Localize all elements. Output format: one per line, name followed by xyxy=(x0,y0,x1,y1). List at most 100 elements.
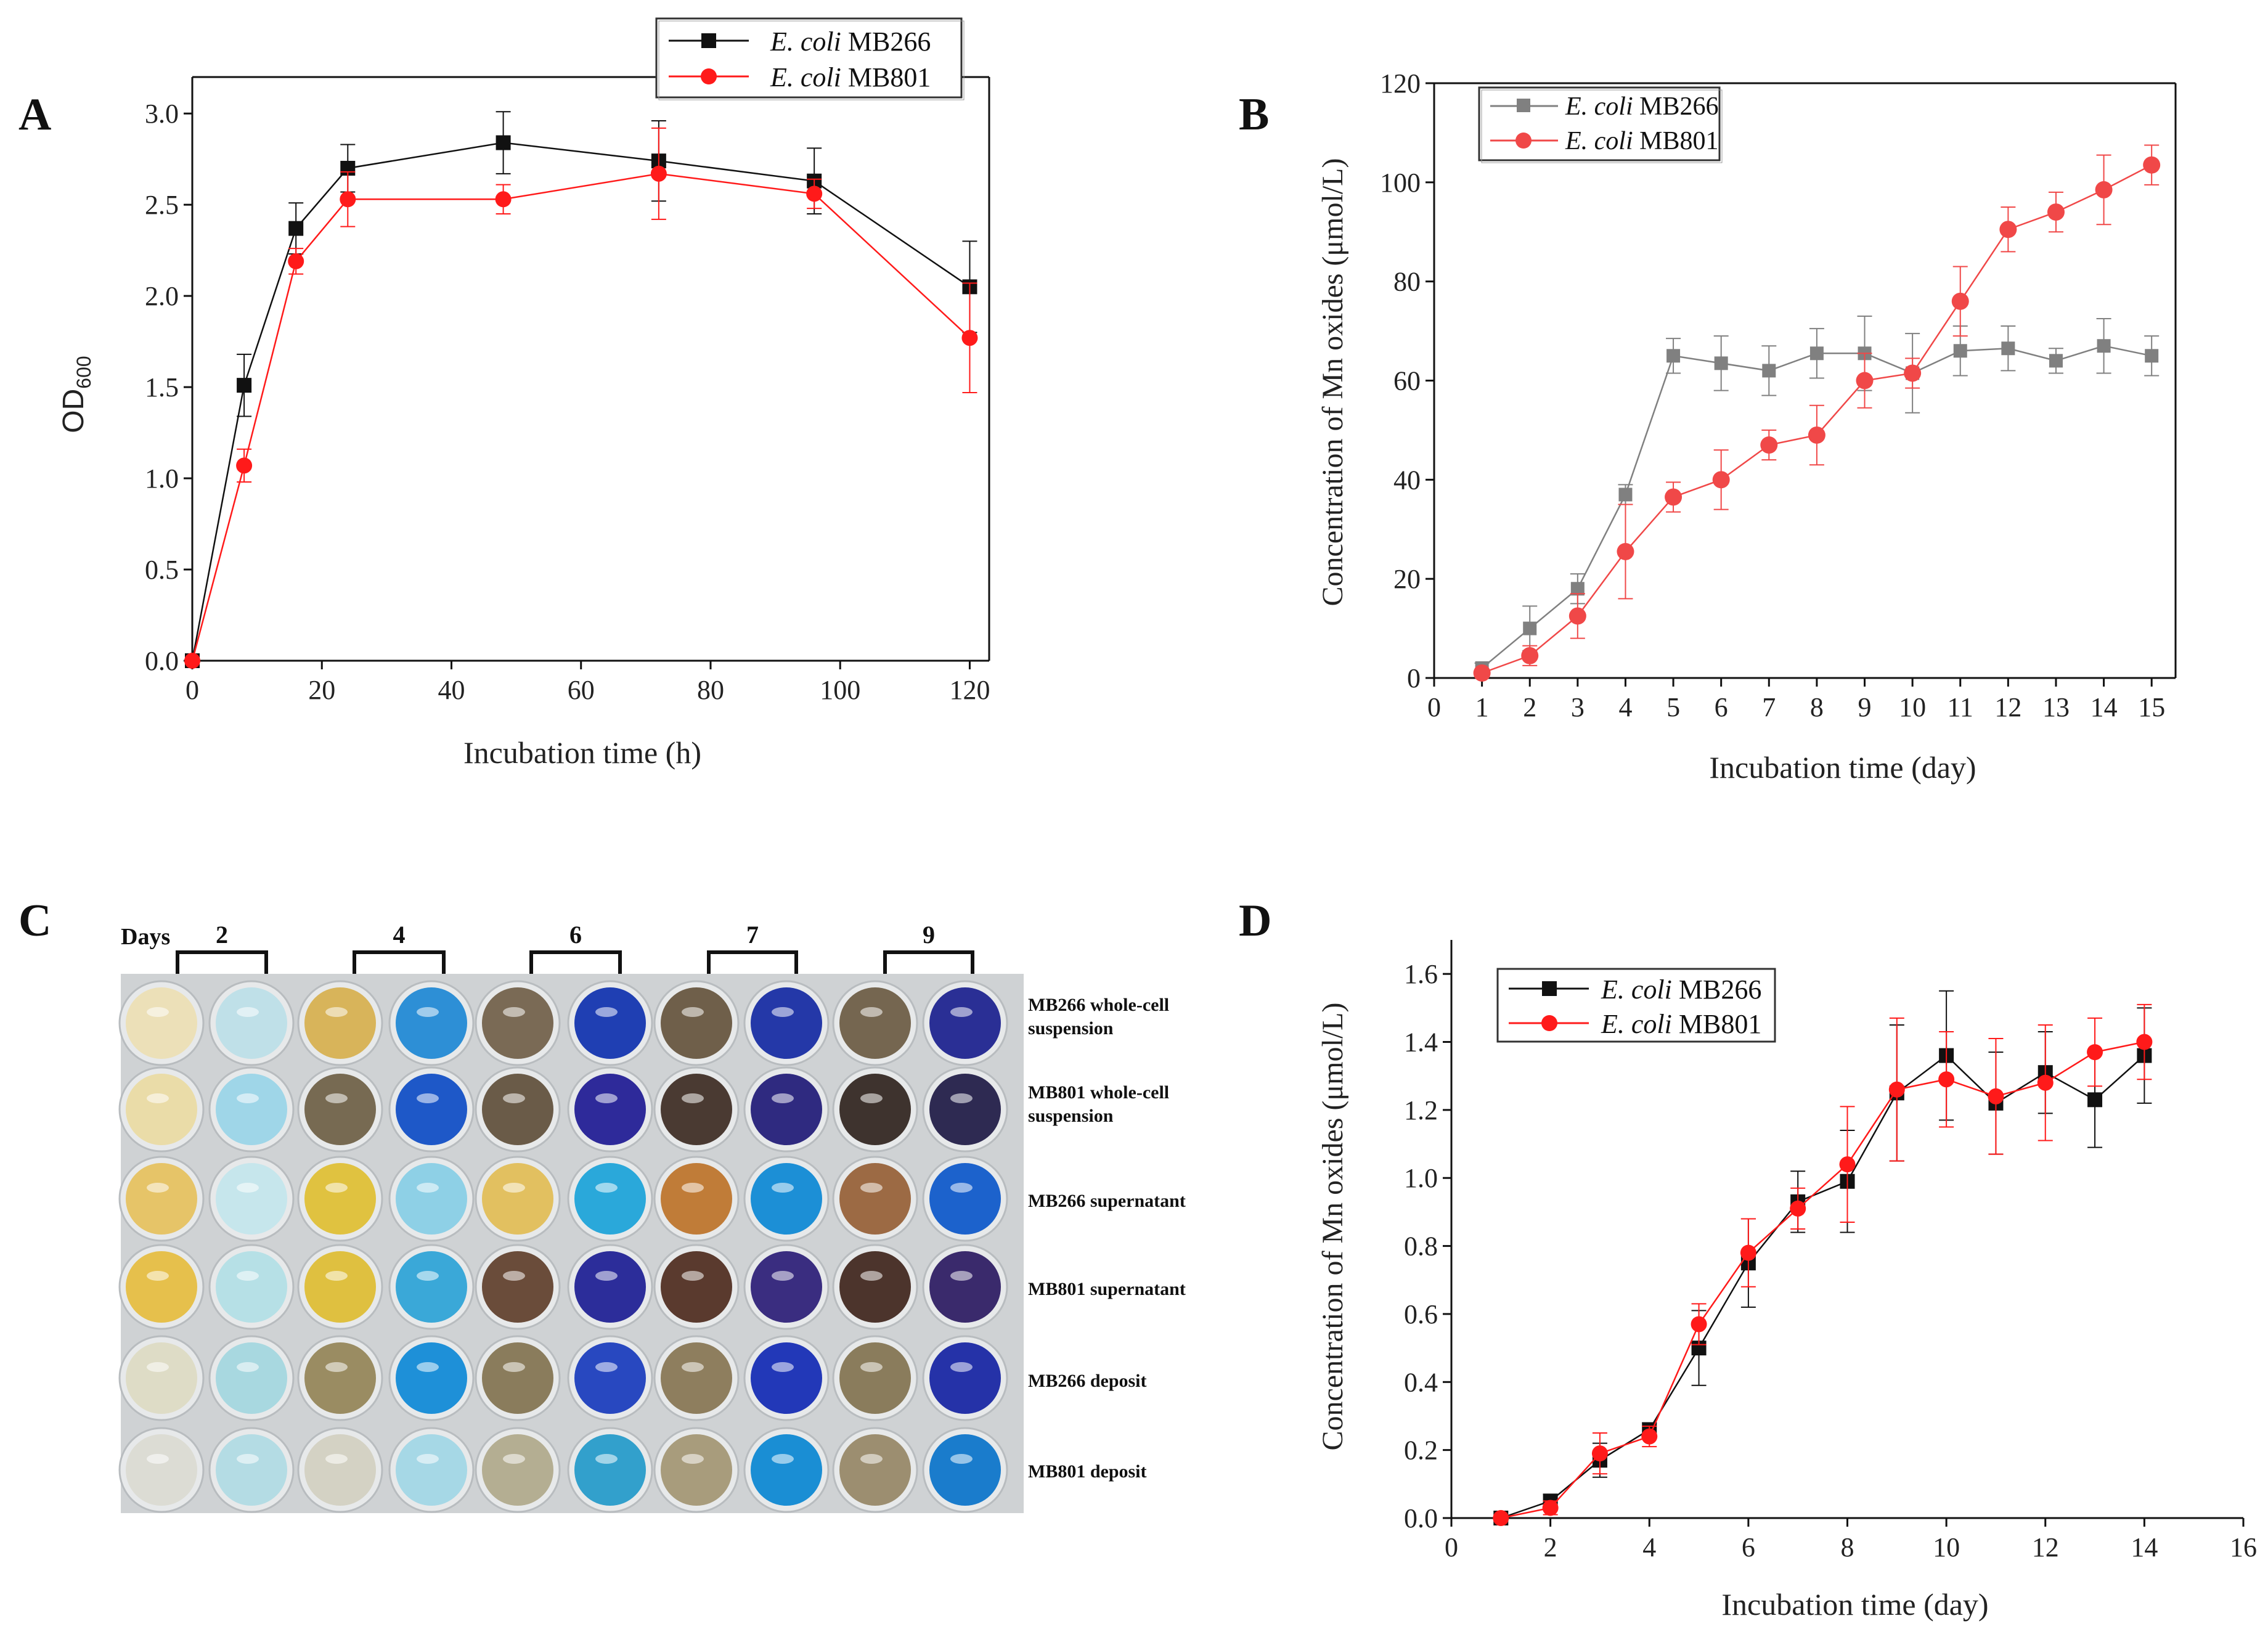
plate-well-highlight xyxy=(237,1007,259,1017)
chart-a-x-tick-label: 80 xyxy=(697,675,724,705)
chart-d-y-tick-label: 1.6 xyxy=(1404,959,1438,989)
legend-b-label-mb801-italic: E. coli xyxy=(1565,127,1633,155)
chart-a-y-tick-label: 1.5 xyxy=(145,372,179,402)
legend-d-marker-mb801 xyxy=(1541,1015,1557,1031)
plate-well xyxy=(661,1342,732,1414)
legend-a-label-mb266-italic: E. coli xyxy=(770,27,841,57)
plate-well-highlight xyxy=(147,1183,169,1193)
plate-well-highlight xyxy=(237,1271,259,1281)
legend-b-label-mb801: E. coli MB801 xyxy=(1565,127,1719,155)
plate-well-highlight xyxy=(682,1362,704,1372)
plate-well xyxy=(304,1251,376,1323)
chart-b-series-mb266-point xyxy=(2049,354,2063,368)
chart-d-series-mb266-point xyxy=(2087,1092,2103,1108)
legend-a-label-mb801-rest: MB801 xyxy=(841,62,931,92)
chart-a-ylabel-sub: 600 xyxy=(73,356,95,388)
chart-a-y-tick-label: 2.5 xyxy=(145,190,179,220)
plate-well-highlight xyxy=(237,1183,259,1193)
chart-b-series-mb801-point xyxy=(1568,607,1586,625)
plate-well xyxy=(216,1163,287,1235)
chart-a-series-mb801-point xyxy=(236,457,253,474)
chart-b-x-tick-label: 10 xyxy=(1899,692,1926,722)
plate-well xyxy=(126,1434,197,1506)
chart-b-series-mb801-point xyxy=(1521,647,1539,664)
chart-a-series-mb801 xyxy=(184,127,978,669)
chart-a-series-mb266-point xyxy=(496,135,511,150)
day-bracket-label: 7 xyxy=(746,921,759,949)
chart-d-series-mb266 xyxy=(1493,990,2152,1525)
chart-d-y-tick-label: 0.2 xyxy=(1404,1435,1438,1466)
plate-well-highlight xyxy=(772,1271,794,1281)
chart-a-x-tick-label: 0 xyxy=(186,675,199,705)
day-bracket xyxy=(353,950,446,974)
chart-b-x-tick-label: 1 xyxy=(1475,692,1489,722)
plate-well xyxy=(839,1163,911,1235)
chart-b-xlabel: Incubation time (day) xyxy=(1709,750,1976,785)
chart-b-series-mb801-point xyxy=(1808,426,1825,444)
chart-b-x-tick-label: 6 xyxy=(1715,692,1728,722)
legend-d-label-mb266-rest: MB266 xyxy=(1672,974,1761,1005)
legend-d-label-mb801-italic: E. coli xyxy=(1601,1009,1672,1039)
legend-a-label-mb801-italic: E. coli xyxy=(770,62,841,92)
legend-b-label-mb266-italic: E. coli xyxy=(1565,92,1633,121)
plate-well-highlight xyxy=(860,1007,883,1017)
chart-b-y-tick-label: 20 xyxy=(1393,564,1421,594)
plate-well xyxy=(929,1251,1001,1323)
plate-well-highlight xyxy=(503,1271,525,1281)
plate-well-highlight xyxy=(772,1454,794,1464)
legend-d-label-mb801: E. coli MB801 xyxy=(1601,1009,1761,1039)
chart-d-y-tick-label: 1.2 xyxy=(1404,1095,1438,1125)
chart-a-axes: 0 20 40 60 80 100 120 0.0 0.5 1.0 1.5 2.0 2.5 3.0 xyxy=(145,76,990,705)
plate-well xyxy=(216,1434,287,1506)
chart-b-series-mb266-point xyxy=(1570,582,1585,596)
chart-b-x-tick-label: 7 xyxy=(1762,692,1776,722)
plate-well-highlight xyxy=(595,1362,618,1372)
plate-well xyxy=(574,987,646,1059)
legend-a-label-mb266-rest: MB266 xyxy=(841,27,931,57)
plate-well-highlight xyxy=(417,1093,439,1103)
plate-well xyxy=(304,1074,376,1145)
chart-d-axes: 0 2 4 6 8 10 12 14 16 0.0 0.2 0.4 0.6 0.8 1.0 1.2 1.4 1.6 xyxy=(1404,940,2257,1562)
plate-well xyxy=(216,1251,287,1323)
chart-b-series-mb266-point xyxy=(1809,346,1824,361)
plate-row-label: suspension xyxy=(1028,1106,1114,1126)
chart-b-series-mb801-point xyxy=(1617,542,1634,560)
plate-well-highlight xyxy=(950,1183,973,1193)
chart-b-series-mb266-point xyxy=(1523,621,1537,635)
plate-well xyxy=(482,1342,553,1414)
plate-well-highlight xyxy=(950,1454,973,1464)
chart-d-series-mb801 xyxy=(1493,1003,2153,1526)
chart-d-series-mb801-point xyxy=(1740,1244,1756,1261)
chart-a-series-mb266-point xyxy=(288,221,304,236)
chart-b-series-mb801-point xyxy=(1951,292,1969,310)
chart-a-series-mb266-point xyxy=(237,378,252,393)
chart-b-x-tick-label: 8 xyxy=(1810,692,1824,722)
plate-well xyxy=(661,1163,732,1235)
plate-well xyxy=(216,1342,287,1414)
days-label: Days xyxy=(121,924,170,950)
chart-b-series-mb801-point xyxy=(1856,372,1874,390)
plate-well-highlight xyxy=(417,1183,439,1193)
plate-well xyxy=(304,1163,376,1235)
plate-well-highlight xyxy=(147,1362,169,1372)
plate-well-highlight xyxy=(860,1271,883,1281)
plate-well-highlight xyxy=(772,1362,794,1372)
panel-label-a: A xyxy=(18,89,51,140)
plate-well-highlight xyxy=(772,1093,794,1103)
chart-d-series-mb801-point xyxy=(2136,1034,2153,1050)
chart-d-series-mb801-point xyxy=(1839,1156,1856,1173)
plate-well xyxy=(396,987,467,1059)
legend-b-marker-mb801 xyxy=(1515,133,1532,149)
chart-b-y-tick-label: 120 xyxy=(1380,68,1421,99)
chart-a-legend: E. coli MB266 E. coli MB801 xyxy=(655,17,965,100)
chart-b-series-mb266-point xyxy=(2145,349,2159,363)
plate-row-label: MB801 deposit xyxy=(1028,1461,1147,1482)
chart-b-series-mb801-point xyxy=(1999,221,2017,239)
day-bracket xyxy=(707,950,798,974)
chart-a-series-mb801-point xyxy=(806,186,823,202)
chart-d-series-mb801-point xyxy=(1542,1500,1559,1516)
chart-a-xlabel: Incubation time (h) xyxy=(463,735,701,770)
plate-well xyxy=(929,1074,1001,1145)
chart-b-x-tick-label: 0 xyxy=(1427,692,1441,722)
